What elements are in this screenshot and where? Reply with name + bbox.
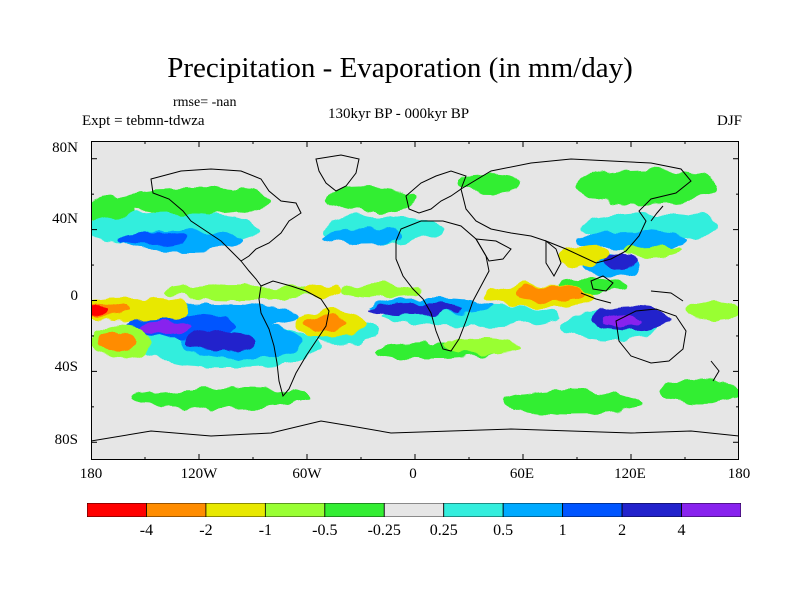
new-guinea-coast (650, 290, 684, 302)
anomaly-area (661, 379, 739, 403)
anomaly-area (321, 228, 401, 244)
period-label: 130kyr BP - 000kyr BP (328, 106, 470, 122)
colorbar (87, 503, 741, 517)
lat-label: 0 (70, 288, 79, 304)
lon-label: 0 (409, 466, 417, 482)
lon-label: 60E (509, 466, 535, 482)
anomaly-area (186, 331, 256, 351)
anomaly-area (501, 391, 641, 415)
anomaly-area (441, 338, 521, 354)
colorbar-label: -4 (139, 522, 154, 539)
greenland-coast (315, 154, 360, 192)
coastlines (91, 154, 739, 442)
anomaly-area (603, 255, 639, 267)
colorbar-swatch (324, 503, 385, 517)
asia-coast (460, 158, 692, 264)
map-panel (91, 141, 739, 460)
anomaly-area (516, 285, 586, 301)
new-zealand-coast (710, 360, 720, 382)
colorbar-label: -1 (258, 522, 273, 539)
anomaly-area (603, 315, 639, 327)
colorbar-swatch (621, 503, 682, 517)
colorbar-swatch (562, 503, 623, 517)
lon-label: 60W (292, 466, 322, 482)
colorbar-swatch (681, 503, 741, 517)
season-label: DJF (716, 113, 742, 129)
anomaly-area (621, 245, 681, 257)
antarctica-coast (91, 420, 739, 442)
lat-label: 40N (52, 211, 78, 227)
borneo-coast (590, 275, 614, 292)
lat-label: 80S (54, 432, 78, 448)
anomaly-area (111, 187, 271, 215)
colorbar-swatch (383, 503, 445, 517)
lon-label: 120W (180, 466, 218, 482)
colorbar-swatch (264, 503, 326, 517)
field-anomalies (91, 168, 739, 415)
anomaly-area (91, 307, 106, 315)
lat-label: 80N (52, 140, 78, 156)
central-america-coast (240, 260, 262, 287)
lon-label: 180 (79, 466, 103, 482)
anomaly-area (681, 301, 739, 321)
india-coast (545, 239, 562, 278)
anomaly-area (576, 168, 716, 204)
colorbar-label: -2 (199, 522, 213, 539)
anomaly-area (141, 321, 191, 335)
anomaly-area (326, 187, 416, 211)
axis-ticks (91, 141, 739, 460)
colorbar-label: 1 (558, 522, 567, 539)
australia-coast (615, 308, 687, 364)
colorbar-label: -0.5 (312, 522, 338, 539)
indonesia-coast (580, 292, 612, 304)
lat-label: 40S (54, 359, 78, 375)
arabia-coast (475, 238, 512, 262)
experiment-label: Expt = tebmn-tdwza (82, 113, 205, 129)
colorbar-swatch (443, 503, 504, 517)
colorbar-swatch (87, 503, 147, 517)
rmse-label: rmse= -nan (173, 95, 237, 110)
colorbar-swatch (205, 503, 266, 517)
anomaly-area (341, 284, 421, 298)
lon-label: 180 (727, 466, 751, 482)
europe-coast (405, 170, 467, 214)
chart-title: Precipitation - Evaporation (in mm/day) (167, 52, 633, 84)
japan-coast (650, 205, 664, 222)
africa-coast (395, 220, 490, 352)
lon-label: 120E (614, 466, 646, 482)
colorbar-label: 2 (618, 522, 627, 539)
anomaly-area (371, 303, 461, 315)
anomaly-area (98, 329, 134, 353)
south-america-coast (258, 280, 330, 398)
colorbar-label: 4 (677, 522, 686, 539)
anomaly-area (161, 286, 321, 300)
colorbar-swatch (502, 503, 564, 517)
colorbar-label: -0.25 (367, 522, 401, 539)
anomaly-area (461, 173, 521, 193)
anomaly-area (131, 388, 311, 408)
colorbar-swatch (146, 503, 207, 517)
colorbar-label: 0.5 (493, 522, 514, 539)
colorbar-label: 0.25 (429, 522, 458, 539)
north-america-coast (150, 168, 302, 262)
precip-evap-map (91, 141, 739, 460)
anomaly-area (116, 233, 186, 245)
